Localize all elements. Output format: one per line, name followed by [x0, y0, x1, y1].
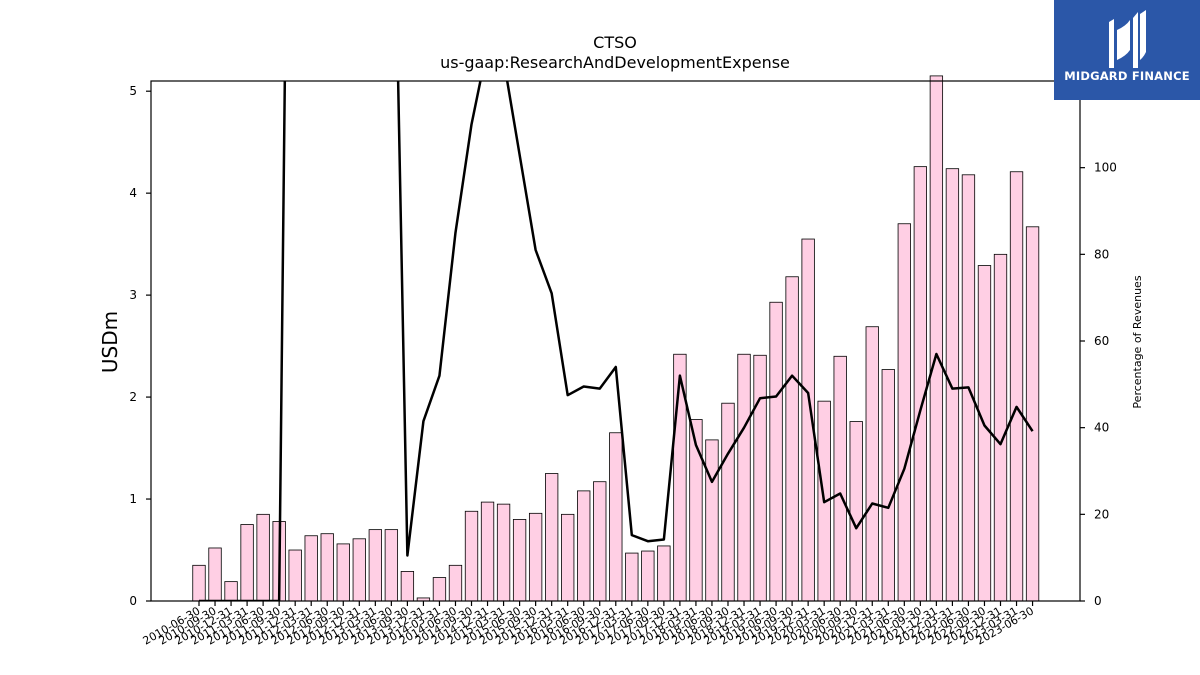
bar [320, 533, 334, 602]
logo-text: MIDGARD FINANCE [1064, 69, 1190, 83]
bar [561, 513, 575, 602]
bar [705, 439, 719, 602]
bar [496, 503, 511, 602]
y-right-tick-label: 0 [1094, 594, 1102, 608]
bar [288, 549, 302, 602]
bar [881, 369, 895, 602]
bar [769, 301, 783, 602]
bar [913, 166, 927, 602]
bar [641, 550, 655, 602]
midgard-logo: MIDGARD FINANCE [1054, 0, 1200, 100]
bar [432, 577, 447, 602]
midgard-logo-icon [1109, 10, 1146, 68]
y-right-tick-label: 80 [1094, 247, 1109, 261]
bar [208, 547, 222, 602]
bar [400, 571, 415, 602]
bar [240, 524, 254, 602]
axes: 0123450204060801002010-06-302010-09-3020… [129, 80, 1117, 648]
bar [625, 552, 639, 602]
line-percentage-of-revenues [199, 81, 1034, 601]
y-axis-label: USDm [98, 311, 122, 373]
chart-subtitle: us-gaap:ResearchAndDevelopmentExpense [440, 53, 790, 72]
bar [929, 75, 944, 602]
bar [593, 481, 607, 602]
bar [945, 168, 960, 602]
bar [609, 432, 623, 602]
bar [448, 564, 463, 602]
bar [785, 276, 799, 602]
line-series [199, 81, 1034, 601]
y-right-tick-label: 100 [1094, 161, 1117, 175]
y-right-tick-label: 20 [1094, 507, 1109, 521]
y-tick-label: 2 [129, 390, 137, 404]
bar [464, 510, 479, 602]
bar [737, 353, 751, 602]
bar [192, 564, 206, 602]
bar [865, 326, 879, 602]
y-right-tick-label: 60 [1094, 334, 1109, 348]
bar [224, 581, 238, 602]
bar [577, 490, 591, 602]
bar [753, 354, 767, 602]
bar [1025, 226, 1040, 602]
bar [528, 512, 543, 602]
bar [657, 545, 671, 602]
bar [512, 519, 527, 602]
bar [977, 265, 992, 602]
bar [368, 529, 382, 602]
y-tick-label: 1 [129, 492, 137, 506]
bar [1009, 171, 1024, 602]
bar [304, 535, 318, 602]
y-axis-right-label: Percentage of Revenues [1131, 275, 1144, 408]
y-tick-label: 4 [129, 186, 137, 200]
bar [545, 473, 559, 602]
bar [352, 538, 366, 602]
y-tick-label: 0 [129, 594, 137, 608]
bar [384, 529, 399, 602]
bar [833, 355, 847, 602]
bar [849, 421, 863, 602]
bar [480, 501, 495, 602]
bars [192, 75, 1040, 602]
y-tick-label: 5 [129, 84, 137, 98]
bar [993, 253, 1008, 602]
chart-title: CTSO [593, 33, 637, 52]
bar [897, 223, 911, 602]
y-right-tick-label: 40 [1094, 421, 1109, 435]
bar [336, 543, 350, 602]
bar [721, 402, 735, 602]
bar [256, 513, 270, 602]
y-tick-label: 3 [129, 288, 137, 302]
